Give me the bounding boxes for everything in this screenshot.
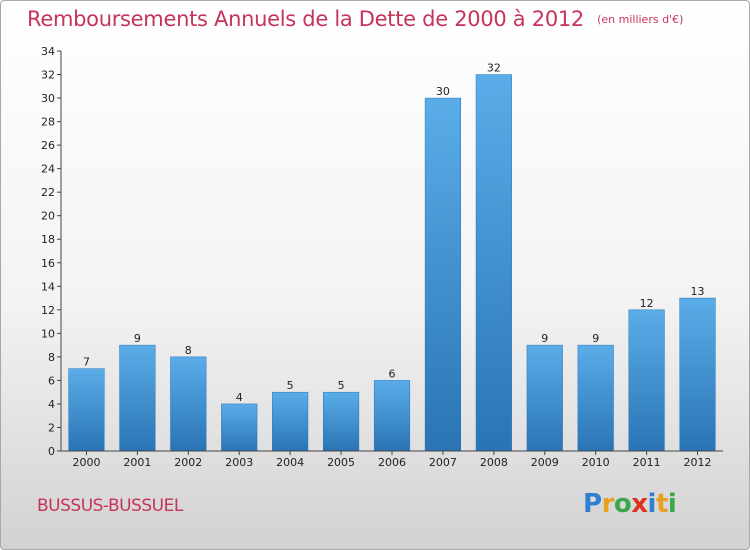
chart-title-row: Remboursements Annuels de la Dette de 20… [27, 7, 683, 31]
logo-letter: P [583, 489, 602, 519]
logo-letter: o [613, 489, 632, 519]
y-tick-label: 2 [48, 421, 55, 434]
y-tick-label: 26 [41, 139, 55, 152]
y-tick-label: 0 [48, 445, 55, 458]
x-tick-label-2003: 2003 [225, 456, 253, 469]
bar-2005 [323, 391, 360, 452]
value-label-2010: 9 [592, 332, 599, 345]
proxiti-logo: Proxiti [583, 489, 677, 519]
bars-group: 7 9 8 4 5 5 6 30 32 9 9 12 13 [68, 62, 716, 452]
x-tick-label-2005: 2005 [327, 456, 355, 469]
logo-letter: x [631, 489, 648, 519]
bar-2006 [373, 380, 411, 452]
bar-2011 [628, 309, 665, 452]
y-tick-label: 30 [41, 92, 55, 105]
y-tick-label: 28 [41, 116, 55, 129]
chart-title: Remboursements Annuels de la Dette de 20… [27, 7, 584, 31]
value-label-2003: 4 [236, 391, 243, 404]
value-label-2004: 5 [287, 379, 294, 392]
bar-2010 [577, 344, 614, 452]
x-tick-label-2004: 2004 [276, 456, 304, 469]
logo-letter: i [647, 489, 657, 519]
y-tick-label: 8 [48, 351, 55, 364]
x-tick-label-2009: 2009 [531, 456, 559, 469]
y-tick-label: 34 [41, 45, 55, 58]
bar-2002 [170, 356, 207, 452]
y-tick-label: 4 [48, 398, 55, 411]
value-label-2002: 8 [185, 344, 192, 357]
bar-2000 [68, 368, 105, 452]
value-label-2000: 7 [83, 356, 90, 369]
y-tick-label: 22 [41, 186, 55, 199]
bar-2009 [526, 344, 563, 452]
chart-subtitle: (en milliers d'€) [597, 13, 684, 26]
y-tick-label: 20 [41, 210, 55, 223]
value-label-2007: 30 [436, 85, 450, 98]
y-tick-label: 6 [48, 374, 55, 387]
x-tick-label-2001: 2001 [123, 456, 151, 469]
value-label-2006: 6 [389, 367, 396, 380]
value-label-2012: 13 [691, 285, 705, 298]
value-label-2001: 9 [134, 332, 141, 345]
bar-2001 [119, 344, 156, 452]
x-tick-label-2006: 2006 [378, 456, 406, 469]
bar-2007 [424, 97, 461, 452]
x-tick-label-2010: 2010 [582, 456, 610, 469]
logo-letter: r [601, 489, 615, 519]
x-tick-label-2011: 2011 [633, 456, 661, 469]
value-label-2008: 32 [487, 62, 501, 75]
logo-letter: t [655, 489, 668, 519]
bar-2003 [221, 403, 258, 452]
y-tick-label: 14 [41, 280, 55, 293]
y-tick-label: 18 [41, 233, 55, 246]
y-tick-label: 10 [41, 327, 55, 340]
y-tick-label: 12 [41, 304, 55, 317]
x-tick-label-2008: 2008 [480, 456, 508, 469]
bar-2008 [475, 74, 512, 452]
logo-letter: i [667, 489, 677, 519]
value-label-2005: 5 [338, 379, 345, 392]
y-tick-label: 32 [41, 69, 55, 82]
value-label-2011: 12 [640, 297, 654, 310]
commune-name: BUSSUS-BUSSUEL [37, 496, 183, 516]
y-tick-label: 24 [41, 163, 55, 176]
y-tick-label: 16 [41, 257, 55, 270]
x-tick-label-2002: 2002 [174, 456, 202, 469]
bar-2004 [272, 391, 309, 452]
x-tick-label-2000: 2000 [72, 456, 100, 469]
value-label-2009: 9 [541, 332, 548, 345]
x-tick-label-2007: 2007 [429, 456, 457, 469]
x-tick-label-2012: 2012 [684, 456, 712, 469]
bar-2012 [679, 297, 716, 452]
x-axis: 2000 2001 2002 2003 2004 2005 2006 2007 2008 2009… [61, 450, 723, 469]
